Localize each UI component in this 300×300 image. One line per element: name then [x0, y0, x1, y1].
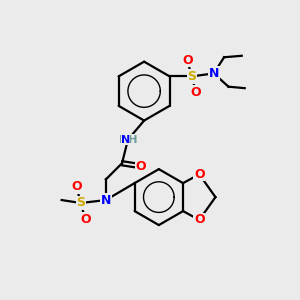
Text: N: N	[121, 135, 130, 145]
Text: N: N	[100, 194, 111, 207]
Text: S: S	[76, 196, 85, 209]
Text: O: O	[194, 168, 205, 181]
Text: O: O	[191, 86, 201, 99]
Text: NH: NH	[119, 135, 137, 145]
Text: O: O	[136, 160, 146, 173]
Text: O: O	[194, 213, 205, 226]
Text: O: O	[182, 54, 193, 67]
Text: S: S	[187, 70, 196, 83]
Text: O: O	[71, 180, 82, 193]
Text: N: N	[208, 67, 219, 80]
Text: O: O	[80, 213, 91, 226]
